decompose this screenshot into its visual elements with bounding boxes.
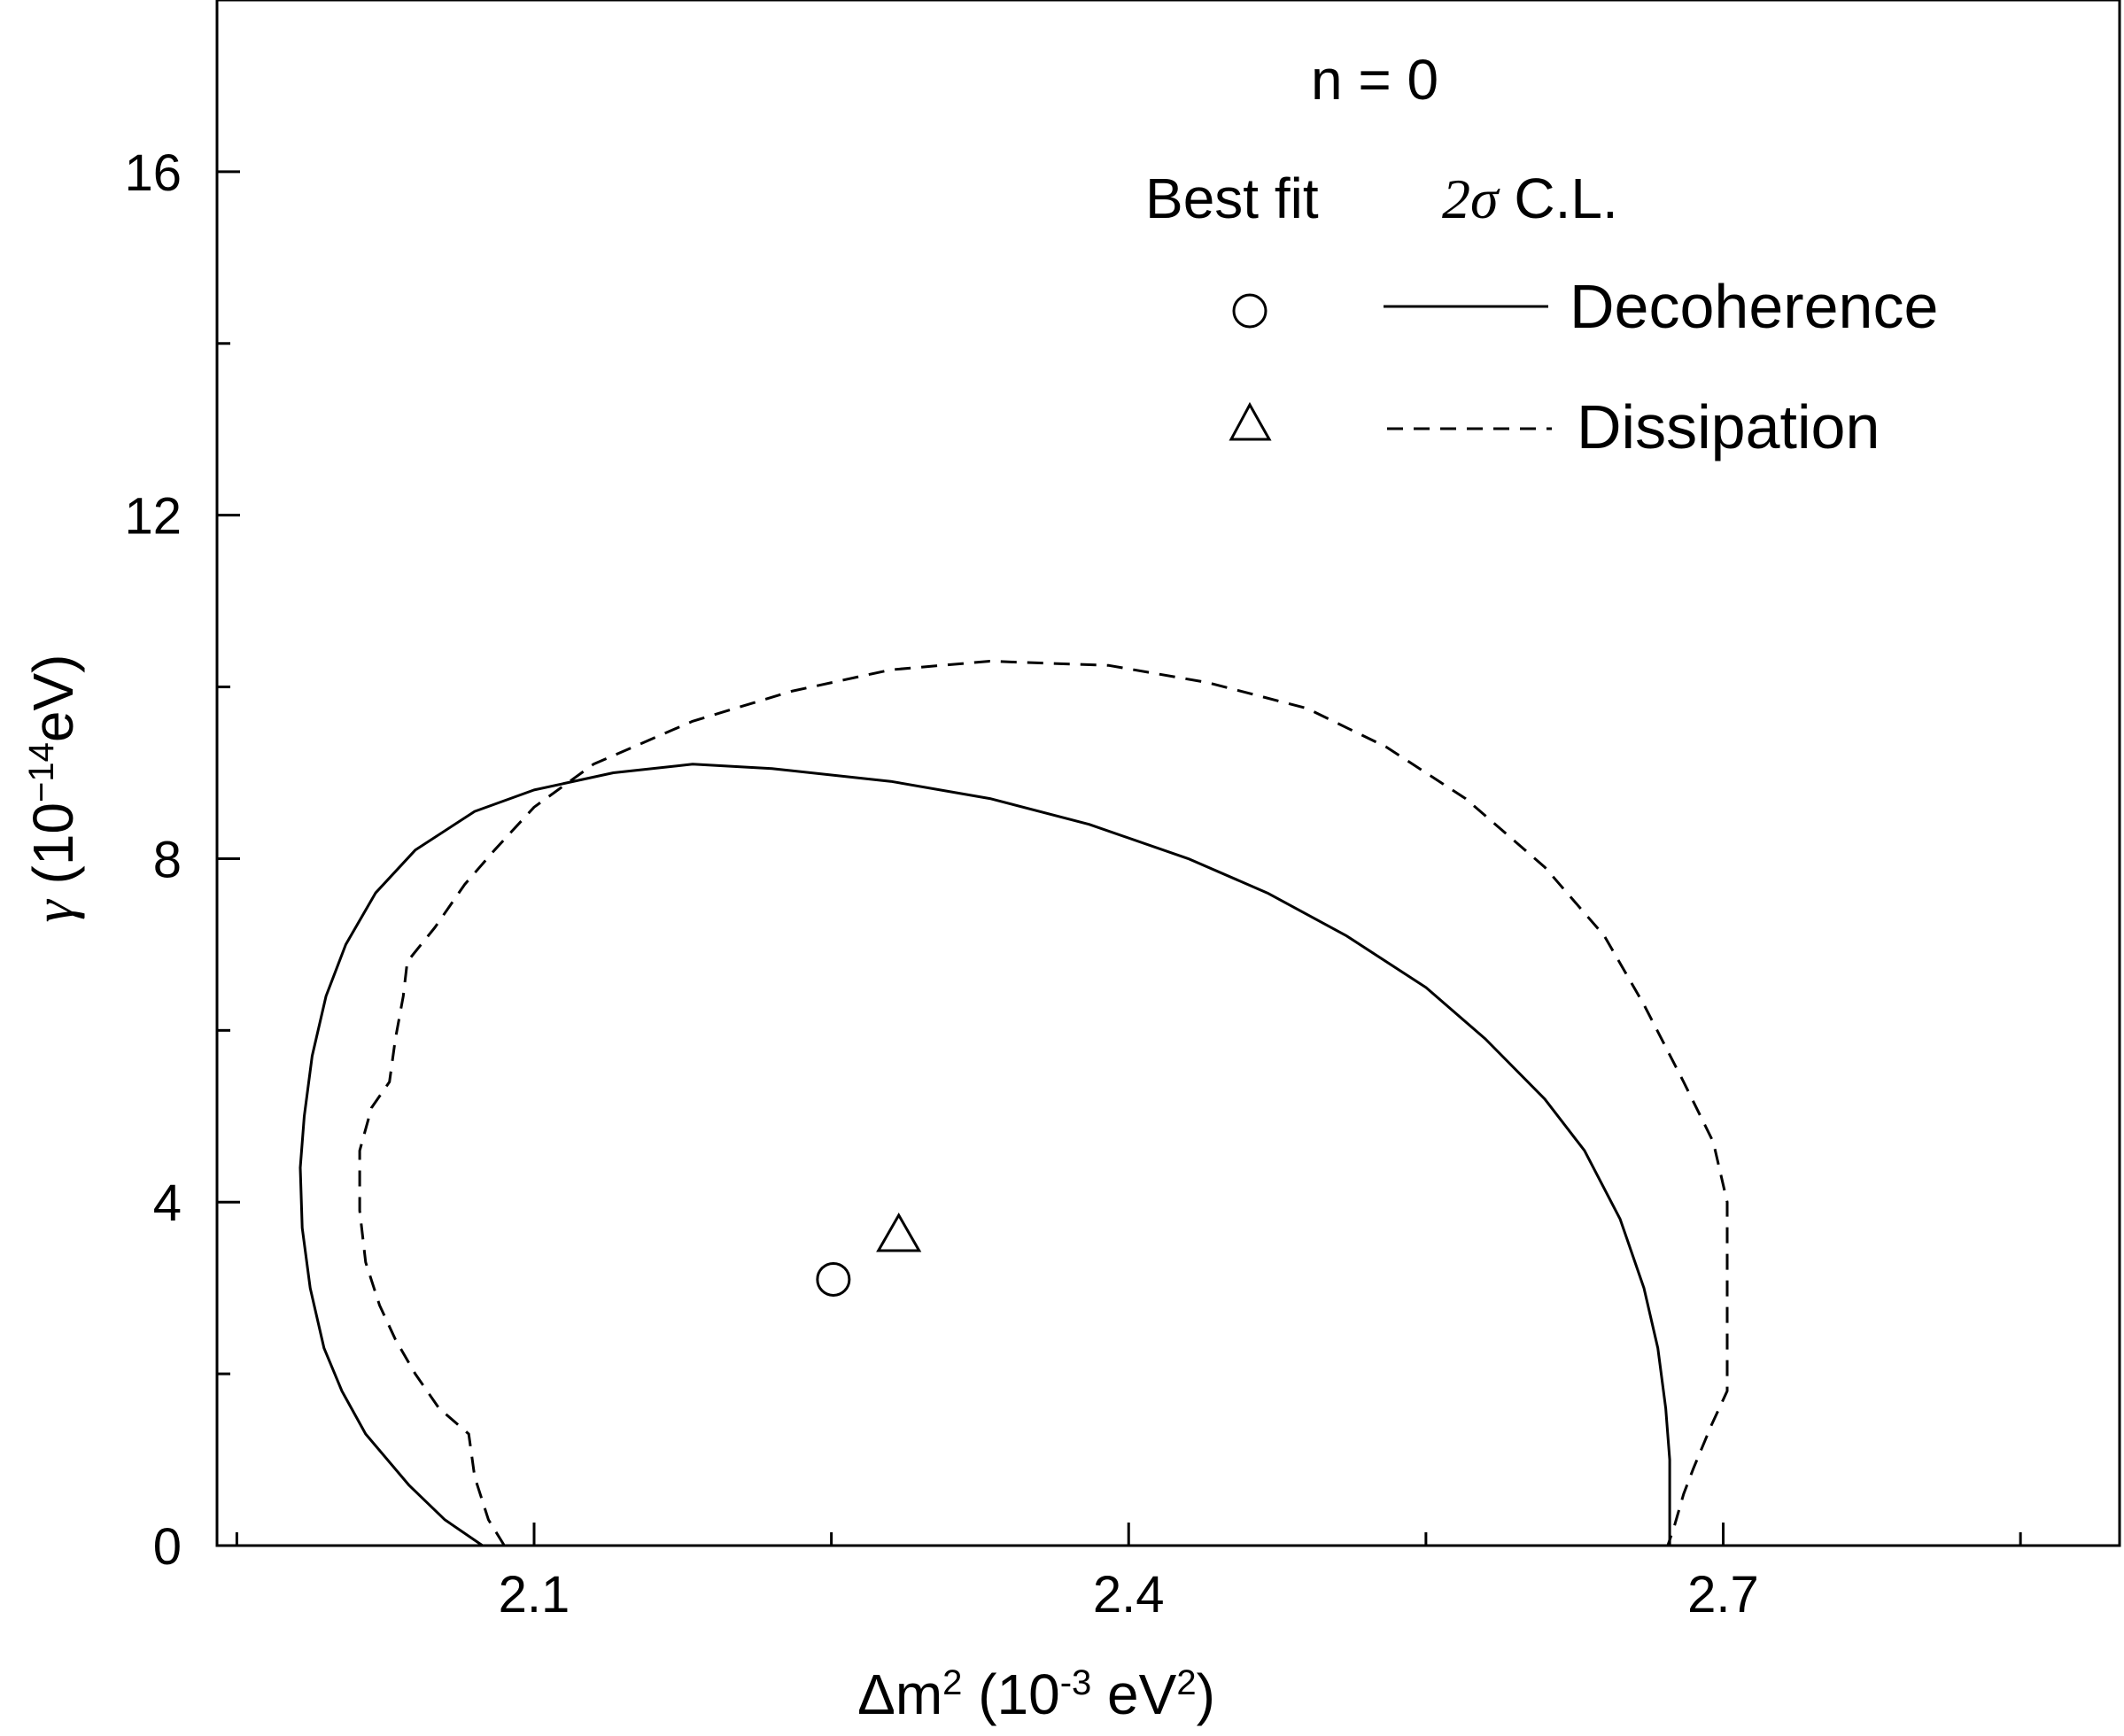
x-axis-label: Δm2 (10-3 eV2): [857, 1662, 1215, 1726]
y-tick-label: 8: [153, 831, 182, 888]
legend-header-sigma: 2σ: [1442, 167, 1500, 230]
y-axis-label: γ (10−14eV): [21, 655, 85, 923]
plot-frame: [215, 0, 2121, 1547]
x-axis-ticks: 2.1 2.4 2.7: [235, 1523, 2022, 1624]
best-fit-markers: [816, 1212, 922, 1297]
y-axis-ticks: 0 4 8 12 16: [124, 0, 240, 1576]
x-tick-label: 2.1: [499, 1566, 570, 1624]
y-tick-label: 12: [124, 488, 182, 546]
series-dissipation-curve: [358, 660, 1729, 1546]
series-decoherence-curve: [298, 763, 1671, 1547]
y-tick-label: 0: [153, 1518, 182, 1576]
legend-label-decoherence: Decoherence: [1570, 272, 1938, 341]
chart-title: n = 0: [1311, 48, 1438, 112]
y-tick-label: 4: [153, 1174, 182, 1232]
best-fit-dissipation-marker: [876, 1212, 922, 1252]
y-tick-label: 16: [124, 144, 182, 202]
legend-header-cl: C.L.: [1499, 167, 1618, 230]
curves: [298, 660, 1729, 1547]
legend-marker-circle: [1232, 293, 1267, 329]
legend-label-dissipation: Dissipation: [1577, 392, 1880, 461]
x-tick-label: 2.4: [1093, 1566, 1165, 1624]
legend-header-best-fit: Best fit: [1145, 167, 1319, 230]
svg-text:2σ C.L.: 2σ C.L.: [1442, 167, 1618, 230]
best-fit-decoherence-marker: [816, 1261, 851, 1297]
legend-marker-triangle: [1229, 401, 1272, 441]
x-tick-label: 2.7: [1687, 1566, 1759, 1624]
